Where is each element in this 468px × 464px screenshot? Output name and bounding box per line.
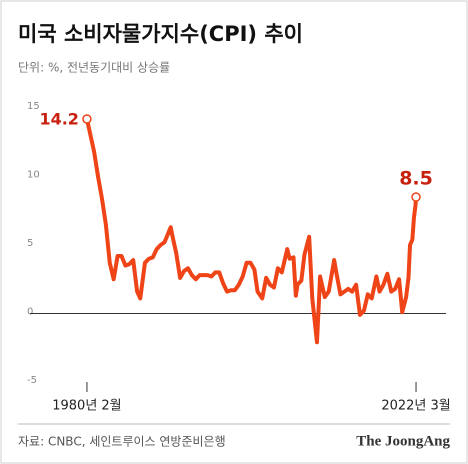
subtitle: 단위: %, 전년동기대비 상승률 <box>18 61 170 75</box>
chart-title: 미국 소비자물가지수(CPI) 추이 <box>18 22 303 46</box>
y-tick-label: 0 <box>27 307 33 318</box>
brand: The JoongAng <box>356 433 450 449</box>
x-tick-label: 2022년 3월 <box>381 399 450 414</box>
y-tick-label: 15 <box>27 101 40 112</box>
line <box>84 118 419 345</box>
data-label: 8.5 <box>399 168 433 190</box>
y-tick-label: -5 <box>27 375 37 386</box>
y-tick-label: 5 <box>27 238 33 249</box>
source: 자료: CNBC, 세인트루이스 연방준비은행 <box>18 434 226 449</box>
data-label: 14.2 <box>39 109 78 128</box>
end-marker <box>82 114 92 124</box>
end-marker <box>411 192 421 202</box>
y-tick-label: 10 <box>27 170 40 181</box>
x-tick-label: 1980년 2월 <box>52 399 121 414</box>
